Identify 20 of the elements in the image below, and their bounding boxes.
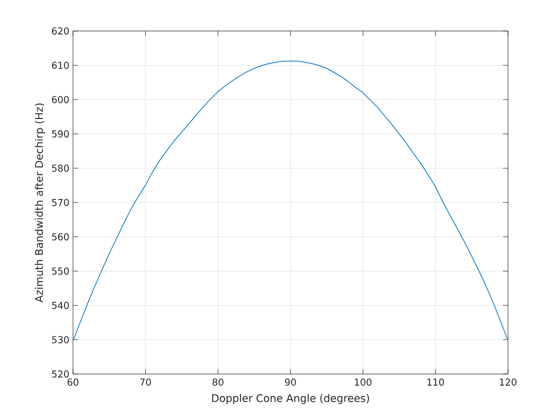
y-tick-label: 560 — [52, 233, 69, 240]
y-axis-title: Azimuth Bandwidth after Dechirp (Hz) — [34, 103, 46, 302]
y-tick-label: 590 — [52, 130, 69, 138]
x-tick-label: 90 — [285, 378, 296, 386]
x-tick-label: 70 — [140, 378, 151, 386]
y-tick-label: 610 — [52, 62, 69, 69]
y-tick-label: 600 — [52, 96, 69, 104]
y-tick-label: 570 — [52, 198, 69, 206]
x-axis-title: Doppler Cone Angle (degrees) — [212, 394, 369, 404]
y-tick-label: 530 — [52, 336, 69, 344]
y-tick-label: 520 — [52, 370, 69, 378]
y-tick-label: 580 — [52, 164, 69, 172]
x-tick-label: 110 — [427, 378, 444, 386]
x-tick-label: 60 — [68, 378, 78, 386]
y-tick-label: 620 — [52, 27, 69, 35]
x-tick-label: 120 — [500, 378, 516, 386]
x-tick-label: 100 — [354, 378, 372, 386]
y-tick-label: 540 — [52, 302, 69, 309]
y-tick-label: 550 — [52, 268, 69, 275]
x-tick-label: 80 — [212, 378, 224, 386]
